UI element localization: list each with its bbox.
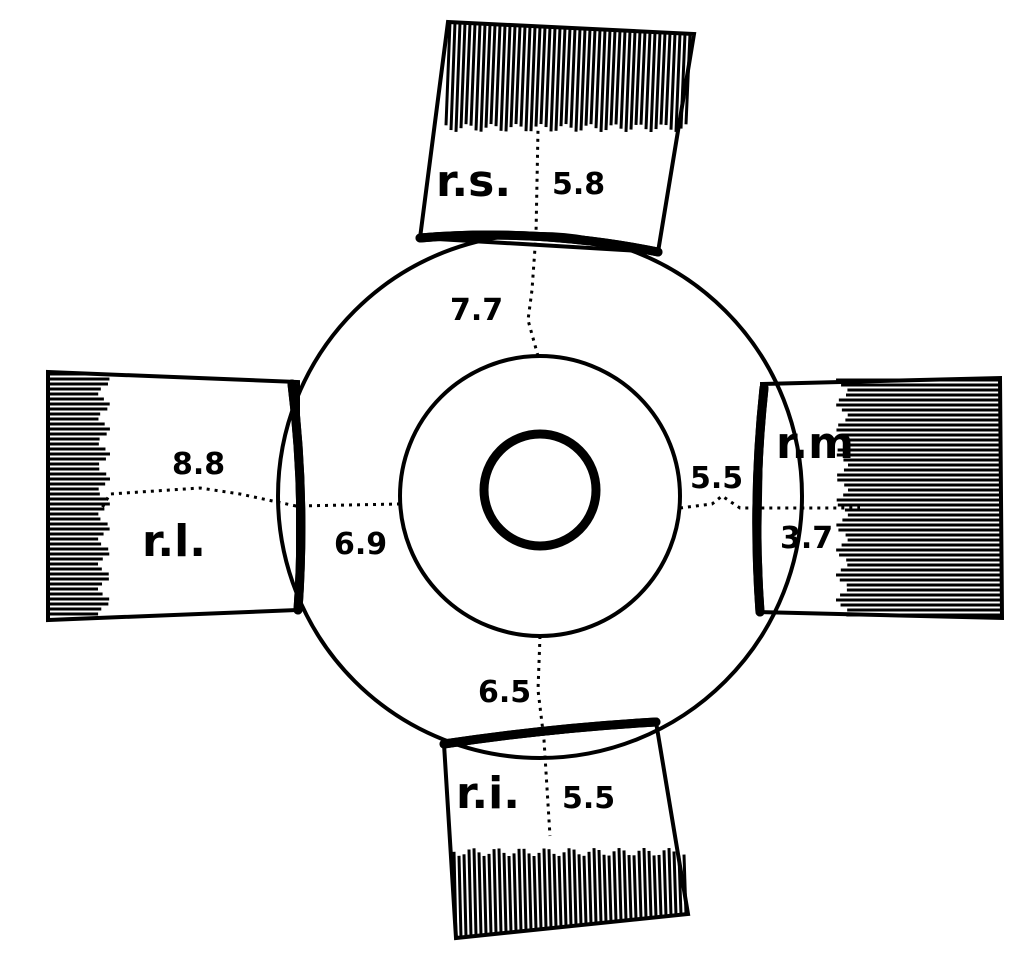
- medial-measure-line: [679, 494, 860, 510]
- medial-insertion-distance: 5.5: [690, 461, 743, 496]
- inferior-insertion-distance: 6.5: [478, 675, 531, 710]
- inferior-tendon-width: 5.5: [562, 781, 615, 816]
- lateral-muscle-label: r.l.: [142, 516, 206, 567]
- inferior-muscle-hatching: [452, 847, 688, 939]
- superior-muscle-label: r.s.: [436, 156, 511, 207]
- inferior-measure-line: [536, 635, 552, 837]
- inferior-muscle-label: r.i.: [456, 768, 520, 819]
- lateral-insertion-distance: 6.9: [334, 527, 387, 562]
- superior-muscle-hatching: [444, 22, 692, 133]
- superior-measure-line: [526, 129, 540, 357]
- cornea-center-ring: [479, 429, 601, 551]
- medial-muscle-hatching: [836, 378, 1000, 617]
- lateral-tendon-width: 8.8: [172, 447, 225, 482]
- lateral-rectus-muscle: [46, 369, 306, 623]
- superior-insertion-distance: 7.7: [450, 293, 503, 328]
- superior-tendon-width: 5.8: [552, 167, 605, 202]
- lateral-muscle-hatching: [48, 372, 110, 616]
- superior-rectus-muscle: [415, 19, 697, 257]
- medial-tendon-width: 3.7: [780, 521, 833, 556]
- medial-muscle-label: r.m: [776, 418, 854, 469]
